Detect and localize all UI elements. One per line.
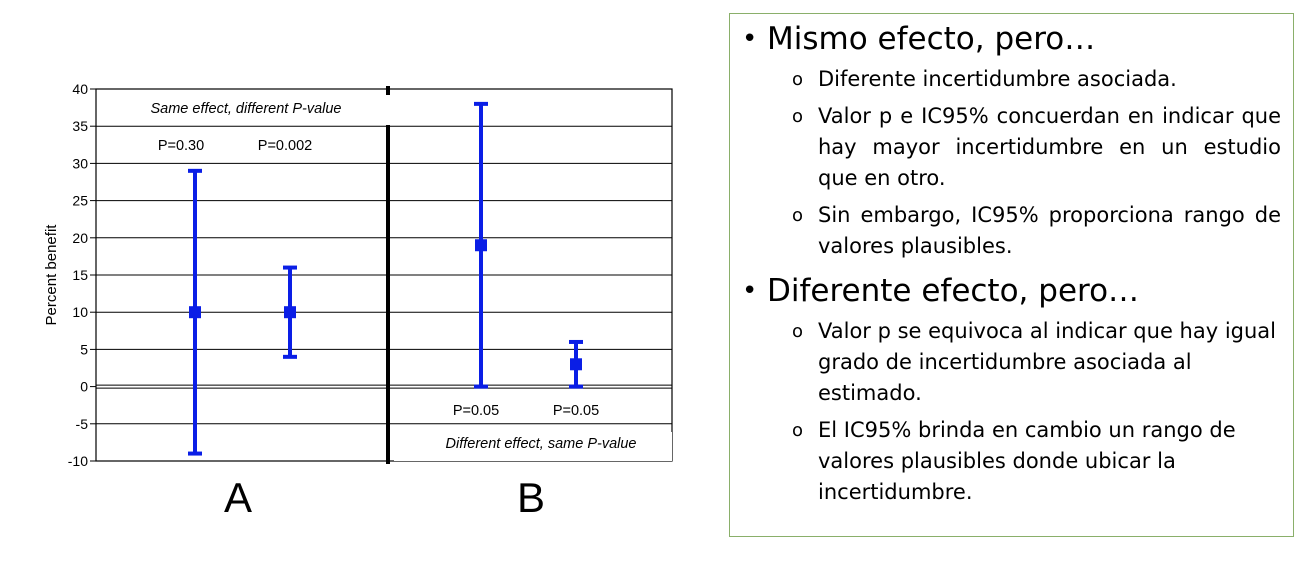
section-1: • Mismo efecto, pero… o Diferente incert… <box>730 20 1293 262</box>
list-item: o Diferente incertidumbre asociada. <box>730 64 1281 95</box>
y-tick-label: 40 <box>72 81 88 97</box>
y-tick-label: -5 <box>76 416 89 432</box>
list-item: o Sin embargo, IC95% proporciona rango d… <box>730 200 1281 262</box>
panel-letter: B <box>517 474 545 521</box>
p-value-label: P=0.05 <box>453 403 499 419</box>
list-item-text: Valor p e IC95% concuerdan en indicar qu… <box>818 104 1281 190</box>
list-item-text: Sin embargo, IC95% proporciona rango de … <box>818 203 1281 258</box>
y-tick-label: 10 <box>72 304 88 320</box>
p-value-label: P=0.30 <box>158 138 204 154</box>
circle-bullet-icon: o <box>792 321 804 342</box>
list-item: o El IC95% brinda en cambio un rango de … <box>730 415 1281 508</box>
y-tick-label: -10 <box>68 453 88 469</box>
section-2-title: • Diferente efecto, pero… <box>730 272 1279 310</box>
list-item-text: Valor p se equivoca al indicar que hay i… <box>818 319 1277 405</box>
section-1-title: • Mismo efecto, pero… <box>730 20 1279 58</box>
y-tick-label: 0 <box>80 379 88 395</box>
caption-background <box>102 95 394 125</box>
y-tick-label: 5 <box>80 341 88 357</box>
list-item-text: Diferente incertidumbre asociada. <box>818 67 1177 91</box>
circle-bullet-icon: o <box>792 420 804 441</box>
panel-caption: Same effect, different P-value <box>150 101 341 117</box>
bullet-dot-icon: • <box>742 276 758 306</box>
point-estimate-marker <box>570 358 582 371</box>
error-bar-chart: 40 35 30 25 20 15 10 5 0 -5 -10 Same effect, diffe… <box>43 81 673 521</box>
plot-frame <box>95 88 673 462</box>
section-title: Diferente efecto, pero… <box>767 273 1140 309</box>
section-title: Mismo efecto, pero… <box>767 21 1096 57</box>
list-item-text: El IC95% brinda en cambio un rango de va… <box>818 418 1236 504</box>
y-axis: 40 35 30 25 20 15 10 5 0 -5 -10 <box>68 81 673 469</box>
panel-letter: A <box>224 474 252 521</box>
section-2: • Diferente efecto, pero… o Valor p se e… <box>730 272 1293 508</box>
circle-bullet-icon: o <box>792 69 804 90</box>
circle-bullet-icon: o <box>792 106 804 127</box>
data-marks <box>188 101 583 456</box>
y-tick-label: 15 <box>72 267 88 283</box>
y-tick-label: 20 <box>72 230 88 246</box>
point-estimate-marker <box>189 306 201 319</box>
list-item: o Valor p e IC95% concuerdan en indicar … <box>730 101 1281 194</box>
y-tick-label: 25 <box>72 193 88 209</box>
y-tick-label: 35 <box>72 118 88 134</box>
point-estimate-marker <box>284 306 296 319</box>
notes-panel: • Mismo efecto, pero… o Diferente incert… <box>729 13 1294 537</box>
point-estimate-marker <box>475 239 487 252</box>
y-axis-label: Percent benefit <box>43 224 60 326</box>
caption-background <box>394 432 672 461</box>
p-value-label: P=0.002 <box>258 138 312 154</box>
circle-bullet-icon: o <box>792 205 804 226</box>
p-value-label: P=0.05 <box>553 403 599 419</box>
chart-labels: Same effect, different P-value A P=0.30 P=0… <box>102 95 672 521</box>
list-item: o Valor p se equivoca al indicar que hay… <box>730 316 1281 409</box>
bullet-dot-icon: • <box>742 24 758 54</box>
y-tick-label: 30 <box>72 155 88 171</box>
panel-caption: Different effect, same P-value <box>446 436 637 452</box>
